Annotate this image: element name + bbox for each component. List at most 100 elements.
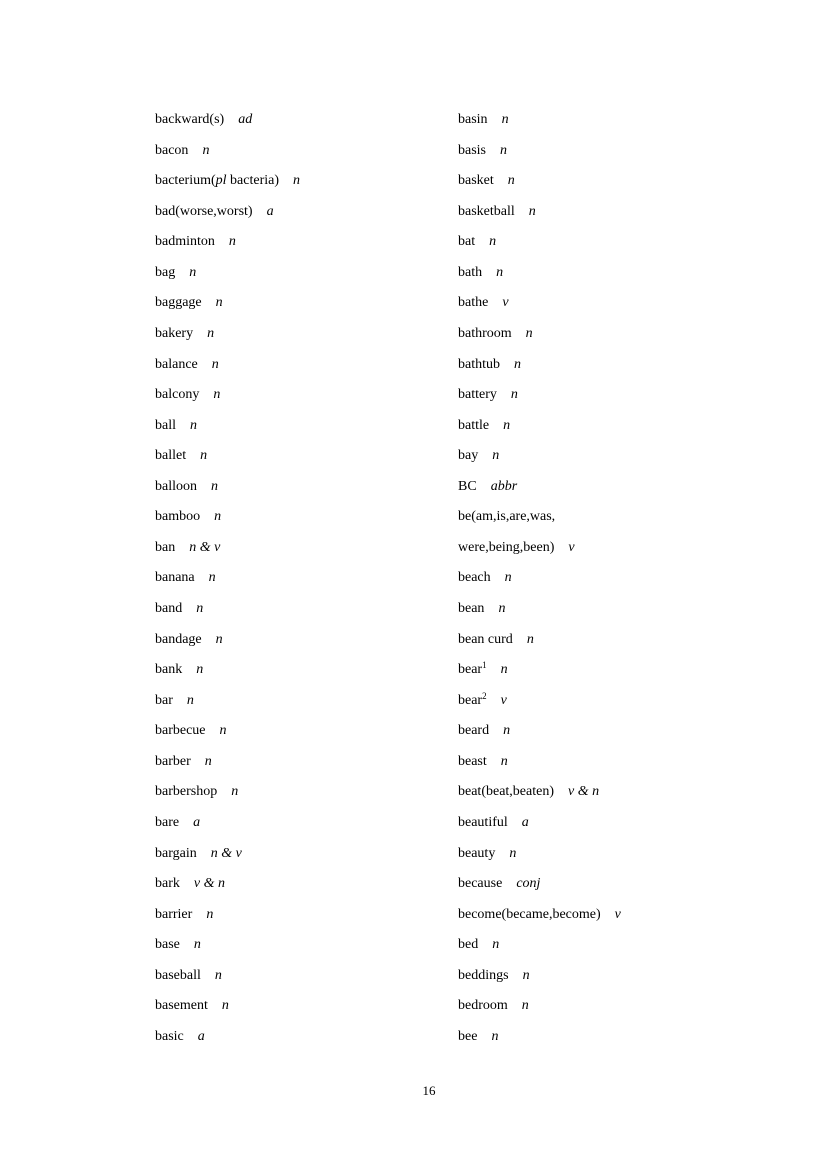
entry: bakery n bbox=[155, 325, 300, 356]
entry-superscript: 1 bbox=[482, 660, 487, 671]
entry-part-of-speech: n bbox=[504, 570, 512, 586]
entry-part-of-speech: n bbox=[526, 631, 534, 647]
entry: beautiful a bbox=[458, 814, 621, 845]
entry-word: basis bbox=[458, 142, 486, 158]
entry-word: beat(beat,beaten) bbox=[458, 784, 554, 800]
entry: bamboo n bbox=[155, 508, 300, 539]
entry-word: basic bbox=[155, 1028, 184, 1044]
entry-word: bag bbox=[155, 264, 176, 280]
entry: balloon n bbox=[155, 478, 300, 509]
entry-part-of-speech: v bbox=[614, 906, 621, 922]
entry-part-of-speech: n bbox=[214, 509, 222, 525]
entry: basement n bbox=[155, 997, 300, 1028]
entry-part-of-speech: n bbox=[208, 570, 216, 586]
entry-word: beauty bbox=[458, 845, 496, 861]
entry-word: be(am,is,are,was, bbox=[458, 509, 556, 525]
entry-part-of-speech: n bbox=[231, 784, 239, 800]
entry: bee n bbox=[458, 1028, 621, 1059]
entry-part-of-speech: n bbox=[510, 387, 518, 403]
entry-word: bathe bbox=[458, 295, 489, 311]
entry: bargain n & v bbox=[155, 845, 300, 876]
entry: baseball n bbox=[155, 967, 300, 998]
entry-word: baggage bbox=[155, 295, 202, 311]
entry-word: because bbox=[458, 876, 503, 892]
entry-word: bacon bbox=[155, 142, 189, 158]
entry: beddings n bbox=[458, 967, 621, 998]
entry-part-of-speech: v bbox=[500, 692, 507, 708]
entry-part-of-speech: n bbox=[221, 998, 229, 1014]
entry: bathe v bbox=[458, 294, 621, 325]
entry-word: banana bbox=[155, 570, 195, 586]
entry: bay n bbox=[458, 447, 621, 478]
entry-word: balcony bbox=[155, 387, 200, 403]
entry-part-of-speech: n bbox=[522, 967, 530, 983]
entry-word: bear bbox=[458, 692, 483, 708]
entry: beach n bbox=[458, 569, 621, 600]
entry: become(became,become) v bbox=[458, 906, 621, 937]
entry-word: beautiful bbox=[458, 814, 508, 830]
entry: were,being,been) v bbox=[458, 539, 621, 570]
page-number: 16 bbox=[422, 1083, 436, 1098]
entry-word: bank bbox=[155, 662, 183, 678]
entry-word: bamboo bbox=[155, 509, 201, 525]
entry-part-of-speech: n bbox=[293, 173, 300, 189]
entry-part-of-speech: n bbox=[500, 753, 508, 769]
entry: bandage n bbox=[155, 631, 300, 662]
entry-word: barbershop bbox=[155, 784, 218, 800]
entry-part-of-speech: a bbox=[193, 814, 201, 830]
entry-word: battle bbox=[458, 417, 490, 433]
entry-part-of-speech: n & v bbox=[189, 539, 221, 555]
entry-word: were,being,been) bbox=[458, 539, 555, 555]
entry-word: balloon bbox=[155, 478, 197, 494]
entry-part-of-speech: n bbox=[514, 356, 521, 372]
entry-word: backward(s) bbox=[155, 112, 225, 127]
entry-part-of-speech: n bbox=[492, 448, 500, 464]
entry-part-of-speech: n bbox=[214, 967, 222, 983]
entry: bathroom n bbox=[458, 325, 621, 356]
entry: bacon n bbox=[155, 142, 300, 173]
entry-part-of-speech: ad bbox=[238, 112, 253, 127]
entry-part-of-speech: a bbox=[266, 203, 274, 219]
entry-word-italic: pl bbox=[215, 173, 227, 189]
entry: baggage n bbox=[155, 294, 300, 325]
entry: BC abbr bbox=[458, 478, 621, 509]
entry: basis n bbox=[458, 142, 621, 173]
entry-word: ball bbox=[155, 417, 176, 433]
entry-word: basket bbox=[458, 173, 494, 189]
entry-word: bark bbox=[155, 876, 180, 892]
entry-word: bear bbox=[458, 662, 483, 678]
entry-word: bat bbox=[458, 234, 476, 250]
entry-word: bargain bbox=[155, 845, 197, 861]
entry: beard n bbox=[458, 722, 621, 753]
entry-part-of-speech: conj bbox=[516, 876, 541, 892]
entry: backward(s) ad bbox=[155, 111, 300, 142]
entry: barrier n bbox=[155, 906, 300, 937]
entry-word: battery bbox=[458, 387, 497, 403]
entry: bed n bbox=[458, 936, 621, 967]
entry-word: base bbox=[155, 937, 180, 953]
entry: basic a bbox=[155, 1028, 300, 1059]
entry-part-of-speech: n bbox=[521, 998, 529, 1014]
entry-part-of-speech: n bbox=[500, 662, 508, 678]
entry: be(am,is,are,was, bbox=[458, 508, 621, 539]
entry-superscript: 2 bbox=[482, 690, 487, 701]
entry: balance n bbox=[155, 356, 300, 387]
entry: beauty n bbox=[458, 845, 621, 876]
entry-word: basin bbox=[458, 112, 488, 127]
entry-word: bakery bbox=[155, 325, 194, 341]
entry-word: bandage bbox=[155, 631, 202, 647]
entry-word: bacterium( bbox=[155, 173, 216, 189]
entry: bad(worse,worst) a bbox=[155, 203, 300, 234]
entry-part-of-speech: n bbox=[200, 448, 208, 464]
entry-word: badminton bbox=[155, 234, 215, 250]
entry: bath n bbox=[458, 264, 621, 295]
entry-word: basement bbox=[155, 998, 208, 1014]
entry-part-of-speech: n bbox=[206, 906, 214, 922]
entry-word: bean bbox=[458, 601, 485, 616]
entry-word: beach bbox=[458, 570, 491, 586]
entry-word: band bbox=[155, 601, 183, 616]
entry: ban n & v bbox=[155, 539, 300, 570]
entry-part-of-speech: n bbox=[204, 753, 212, 769]
entry-word: bed bbox=[458, 937, 479, 953]
entry: bat n bbox=[458, 233, 621, 264]
